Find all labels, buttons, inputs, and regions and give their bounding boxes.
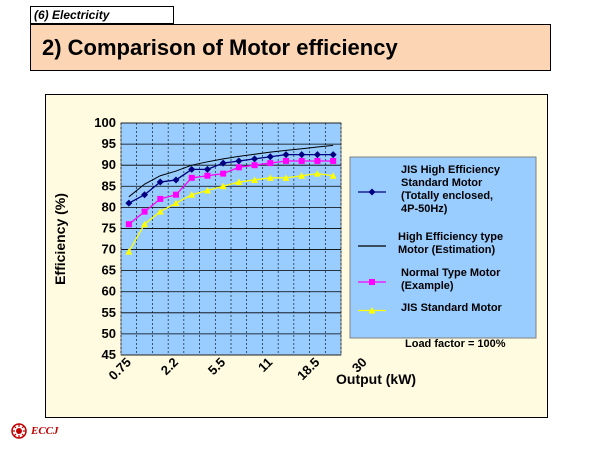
eccj-logo-text: ECCJ: [31, 425, 59, 437]
x-tick-labels: 0.75 2.2 5.5 11 18.5 30: [105, 355, 369, 384]
y-axis-label: Efficiency (%): [52, 193, 68, 285]
eccj-logo: ECCJ: [11, 423, 59, 439]
data-point-2: [173, 191, 179, 198]
data-point-3: [203, 186, 211, 194]
x-tick-label: 18.5: [294, 355, 323, 384]
data-point-3: [282, 174, 290, 181]
chart-frame: 45 50 55 60 65 70 75 80 85 90 95 100 0.75 2.2 5.5 11 18…: [45, 94, 548, 418]
series-line-3: [128, 172, 334, 252]
data-point-2: [283, 157, 289, 164]
data-point-3: [251, 176, 259, 183]
legend-label: High Efficiency type: [398, 231, 503, 243]
data-point-3: [219, 182, 227, 190]
legend-label: Normal Type Motor: [401, 267, 501, 279]
data-point-2: [157, 195, 164, 202]
page-title: 2) Comparison of Motor efficiency: [30, 24, 551, 71]
legend-marker: [368, 307, 376, 314]
eccj-logo-icon: [11, 423, 27, 439]
data-point-0: [125, 199, 133, 207]
data-point-2: [125, 221, 132, 228]
data-point-2: [141, 208, 148, 215]
y-tick-label: 90: [102, 157, 116, 172]
y-tick-label: 85: [102, 178, 116, 193]
y-tick-label: 60: [102, 284, 116, 299]
y-tick-label: 95: [102, 136, 116, 151]
data-point-3: [188, 191, 196, 198]
legend-label: 4P-50Hz): [401, 203, 448, 215]
data-point-0: [219, 159, 227, 167]
y-tick-label: 45: [102, 347, 116, 362]
legend-marker: [368, 188, 376, 196]
data-point-2: [220, 170, 227, 177]
series-line-1: [128, 144, 334, 198]
y-tick-label: 80: [102, 199, 116, 214]
data-point-0: [298, 151, 306, 159]
legend-label: Motor (Estimation): [398, 244, 495, 256]
legend-marker: [369, 279, 375, 285]
section-tag: (6) Electricity: [30, 6, 174, 24]
legend-box: [349, 156, 537, 339]
data-point-0: [203, 165, 211, 173]
data-point-3: [172, 199, 180, 207]
data-point-3: [329, 172, 337, 179]
data-point-3: [266, 174, 274, 181]
legend-label: Standard Motor: [401, 177, 483, 189]
y-tick-label: 55: [102, 305, 116, 320]
data-point-0: [156, 178, 164, 186]
x-tick-label: 2.2: [158, 355, 181, 378]
y-tick-label: 70: [102, 242, 116, 257]
data-point-3: [141, 220, 149, 228]
data-point-2: [235, 164, 242, 171]
x-axis-label: Output (kW): [336, 371, 416, 387]
data-point-2: [251, 162, 258, 169]
load-factor-annotation: Load factor = 100%: [405, 338, 506, 350]
grid-lines: [120, 122, 342, 356]
data-point-0: [282, 151, 290, 159]
data-point-0: [188, 165, 196, 173]
data-point-2: [314, 157, 321, 164]
data-point-0: [329, 151, 337, 159]
legend-label: JIS Standard Motor: [401, 302, 503, 314]
data-point-0: [172, 176, 180, 184]
data-point-3: [156, 208, 164, 215]
legend-label: (Totally enclosed,: [401, 190, 493, 202]
data-point-3: [125, 248, 133, 255]
data-point-2: [204, 172, 211, 179]
data-point-0: [251, 155, 259, 163]
data-point-3: [235, 178, 243, 186]
legend-label: (Example): [401, 280, 454, 292]
data-point-3: [298, 172, 306, 179]
series-group: [125, 144, 337, 255]
legend-label: JIS High Efficiency: [401, 164, 501, 176]
y-tick-label: 65: [102, 263, 116, 278]
y-tick-label: 100: [94, 115, 116, 130]
data-point-0: [313, 151, 321, 159]
data-point-0: [266, 153, 274, 161]
data-point-0: [235, 157, 243, 165]
y-tick-labels: 45 50 55 60 65 70 75 80 85 90 95 100: [94, 115, 116, 362]
data-point-2: [330, 157, 337, 164]
data-point-2: [267, 160, 274, 167]
data-point-2: [298, 157, 305, 164]
data-point-0: [141, 191, 149, 199]
data-point-2: [188, 174, 195, 181]
x-tick-label: 11: [255, 355, 275, 375]
data-point-3: [313, 170, 321, 177]
y-tick-label: 75: [102, 220, 116, 235]
y-tick-label: 50: [102, 326, 116, 341]
x-tick-label: 5.5: [205, 355, 228, 378]
